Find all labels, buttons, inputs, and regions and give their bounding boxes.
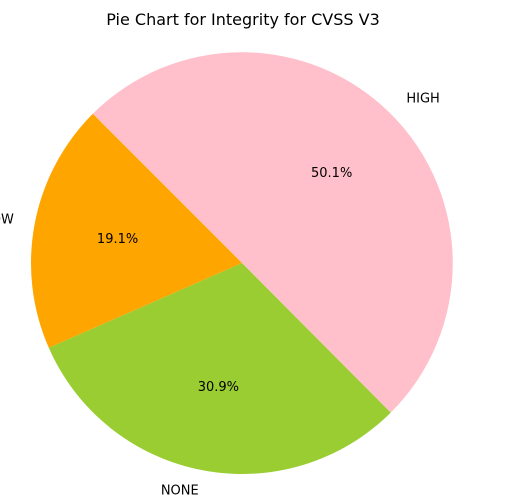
- pie-slice-high: [92, 52, 453, 413]
- pie-slice-low: [30, 113, 243, 348]
- pie-label-low: LOW: [0, 213, 14, 228]
- pie-label-high: HIGH: [406, 92, 439, 107]
- pie-slices: [30, 52, 453, 475]
- pie-pct-label-low: 19.1%: [97, 232, 138, 247]
- pie-label-none: NONE: [161, 484, 199, 499]
- chart-title: Pie Chart for Integrity for CVSS V3: [106, 10, 380, 29]
- pie-slice-none: [48, 263, 391, 475]
- pie-pct-label-high: 50.1%: [311, 166, 352, 181]
- pie-labels: 50.1% HIGH 30.9% NONE 19.1% LOW: [0, 92, 440, 499]
- pie-pct-label-none: 30.9%: [198, 380, 239, 395]
